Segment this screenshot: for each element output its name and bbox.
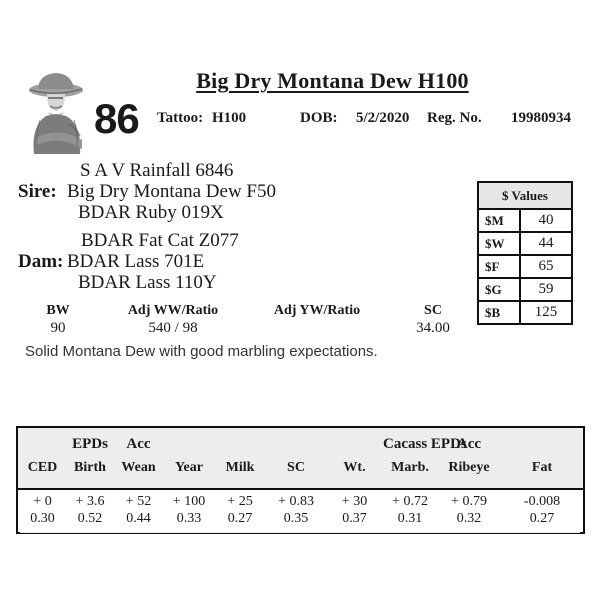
tattoo-label: Tattoo: — [157, 110, 204, 126]
column-header: CED — [27, 460, 58, 475]
column-header: Milk — [225, 460, 255, 475]
animal-description: Solid Montana Dew with good marbling exp… — [25, 343, 378, 360]
s-value-cell: 125 — [519, 300, 573, 325]
epd-value: + 0 — [33, 494, 52, 509]
adj-yw-stat: Adj YW/Ratio — [257, 303, 377, 337]
accuracy-values-row: 0.30 0.52 0.44 0.33 0.27 0.35 0.37 0.31 … — [18, 510, 583, 527]
table-row: $F 65 — [477, 254, 573, 279]
accuracy-value: 0.33 — [176, 511, 202, 526]
accuracy-value: 0.31 — [397, 511, 423, 526]
s-values-title: $ Values — [477, 181, 573, 210]
epd-table-body: + 0 + 3.6 + 52 + 100 + 25 + 0.83 + 30 + … — [18, 490, 583, 532]
reg-no-value: 19980934 — [511, 110, 571, 126]
epd-value: + 0.83 — [278, 494, 314, 509]
bw-value: 90 — [50, 320, 66, 336]
epd-values-row: + 0 + 3.6 + 52 + 100 + 25 + 0.83 + 30 + … — [18, 493, 583, 510]
column-header: SC — [287, 460, 305, 475]
s-value-label: $B — [477, 300, 521, 325]
column-header: Marb. — [391, 460, 429, 475]
accuracy-value: 0.27 — [529, 511, 555, 526]
bw-stat: BW 90 — [28, 303, 88, 337]
epd-value: + 3.6 — [75, 494, 105, 509]
column-header: Birth — [74, 460, 106, 475]
column-header: Wt. — [343, 460, 366, 475]
epd-value: + 30 — [341, 494, 368, 509]
tattoo-value: H100 — [212, 110, 247, 126]
dob-value: 5/2/2020 — [356, 110, 410, 126]
adj-ww-stat: Adj WW/Ratio 540 / 98 — [113, 303, 233, 337]
adj-yw-value — [257, 320, 377, 337]
epd-value: -0.008 — [523, 494, 561, 509]
table-row: $G 59 — [477, 277, 573, 302]
s-value-label: $G — [477, 277, 521, 302]
carcass-acc-label: Acc — [456, 436, 482, 452]
column-header: Fat — [531, 460, 553, 475]
accuracy-value: 0.52 — [77, 511, 103, 526]
sire-dam-name: BDAR Ruby 019X — [78, 202, 224, 223]
sire-sire-name: S A V Rainfall 6846 — [80, 160, 234, 181]
lot-number: 86 — [94, 95, 140, 142]
accuracy-value: 0.35 — [283, 511, 309, 526]
table-row: $M 40 — [477, 208, 573, 233]
sire-name: Big Dry Montana Dew F50 — [67, 181, 276, 202]
s-value-label: $M — [477, 208, 521, 233]
epds-acc-label: Acc — [126, 436, 151, 452]
cowboy-sketch-icon — [29, 73, 83, 154]
s-value-label: $F — [477, 254, 521, 279]
animal-name: Big Dry Montana Dew H100 — [196, 68, 469, 93]
sire-label: Sire: — [18, 181, 57, 202]
dam-sire-name: BDAR Fat Cat Z077 — [81, 230, 239, 251]
epd-group-header-row: EPDs Acc Cacass EPDs Acc — [18, 436, 583, 460]
epd-value: + 0.72 — [392, 494, 428, 509]
accuracy-value: 0.44 — [126, 511, 151, 526]
column-header: Year — [175, 460, 203, 475]
adj-yw-label: Adj YW/Ratio — [273, 303, 361, 318]
adj-ww-value: 540 / 98 — [148, 320, 198, 336]
s-value-cell: 65 — [519, 254, 573, 279]
table-row: $B 125 — [477, 300, 573, 325]
carcass-epds-group-label: Cacass EPDs — [383, 436, 467, 452]
adj-ww-label: Adj WW/Ratio — [127, 303, 219, 318]
epd-value: + 0.79 — [451, 494, 487, 509]
s-value-label: $W — [477, 231, 521, 256]
s-value-cell: 59 — [519, 277, 573, 302]
accuracy-value: 0.30 — [30, 511, 55, 526]
dam-name: BDAR Lass 701E — [67, 251, 205, 272]
s-value-cell: 40 — [519, 208, 573, 233]
page-title: Big Dry Montana Dew H100 — [65, 68, 600, 94]
epd-value: + 100 — [172, 494, 206, 509]
epd-value: + 25 — [227, 494, 253, 509]
accuracy-value: 0.32 — [456, 511, 482, 526]
accuracy-value: 0.27 — [227, 511, 253, 526]
sc-value: 34.00 — [416, 320, 450, 336]
column-header: Wean — [121, 460, 156, 475]
dam-label: Dam: — [18, 251, 64, 272]
table-row: $W 44 — [477, 231, 573, 256]
epd-column-header-row: CED Birth Wean Year Milk SC Wt. Marb. Ri… — [18, 460, 583, 482]
epds-group-label: EPDs — [72, 436, 108, 452]
sc-stat: SC 34.00 — [403, 303, 463, 337]
reg-no-label: Reg. No. — [427, 110, 482, 126]
dob-label: DOB: — [300, 110, 338, 126]
s-value-cell: 44 — [519, 231, 573, 256]
column-header: Ribeye — [448, 460, 490, 475]
bw-label: BW — [46, 303, 70, 318]
sc-label: SC — [424, 303, 442, 318]
card-bottom-edge — [20, 532, 580, 533]
epd-value: + 52 — [125, 494, 152, 509]
epd-table: EPDs Acc Cacass EPDs Acc CED Birth Wean … — [16, 426, 585, 534]
epd-table-header: EPDs Acc Cacass EPDs Acc CED Birth Wean … — [18, 428, 583, 490]
accuracy-value: 0.37 — [342, 511, 367, 526]
s-values-table: $ Values $M 40 $W 44 $F 65 $G 59 $B 125 — [477, 181, 573, 325]
dam-dam-name: BDAR Lass 110Y — [78, 272, 217, 293]
